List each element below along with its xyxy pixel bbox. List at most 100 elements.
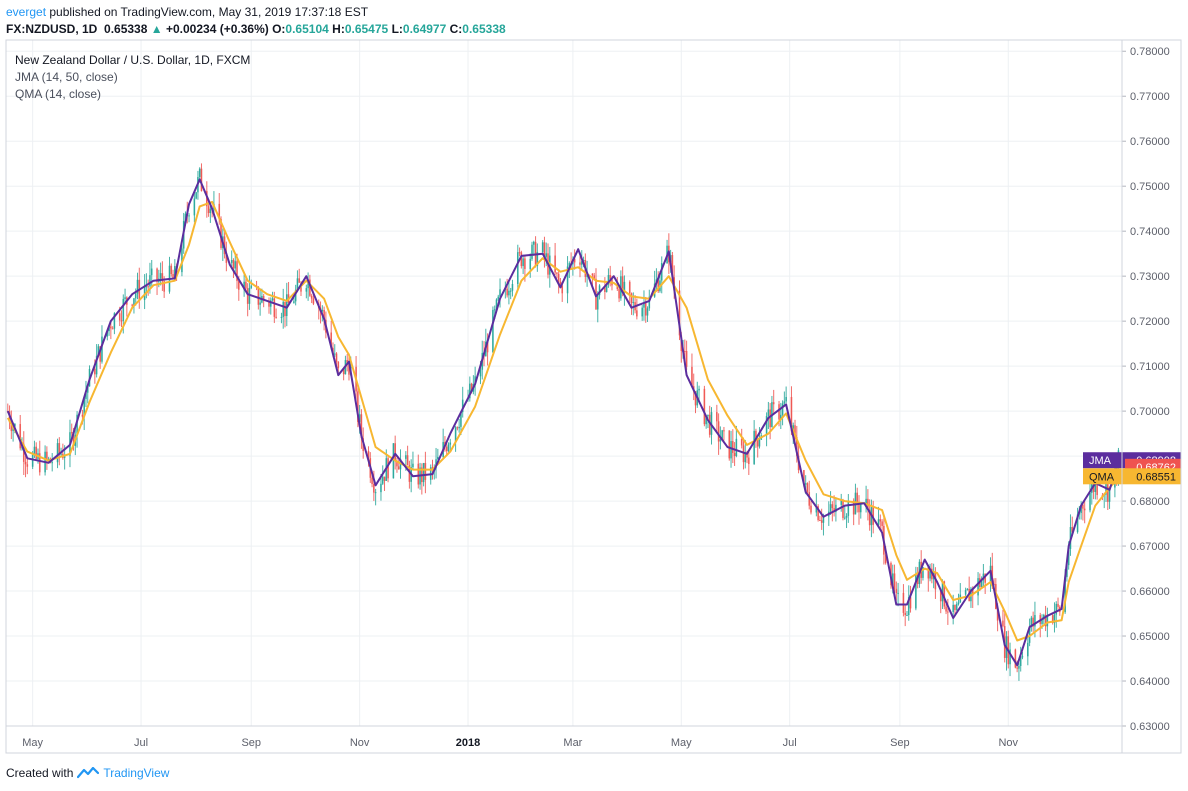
candle-body [1051, 615, 1054, 623]
candle-body [246, 288, 249, 304]
candle-body [497, 296, 500, 300]
candle-body [765, 416, 768, 436]
publisher-name[interactable]: everget [6, 5, 47, 19]
candle-body [110, 326, 112, 329]
candle-body [280, 316, 283, 318]
candle-body [636, 310, 638, 317]
candle-body [810, 505, 812, 513]
candle-body [877, 519, 880, 525]
candle-body [772, 402, 775, 405]
candle-body [707, 414, 709, 417]
candle-body [573, 258, 576, 263]
candle-body [474, 376, 476, 384]
candle-body [842, 500, 844, 518]
candle-body [735, 438, 738, 457]
candle-body [884, 554, 887, 564]
candle-body [618, 289, 620, 299]
last-price: 0.65338 [104, 22, 148, 36]
candle-body [767, 409, 770, 417]
candle-body [996, 609, 999, 621]
candle-body [273, 298, 276, 317]
candle-body [531, 244, 533, 259]
candle-body [1014, 649, 1017, 668]
candle-body [596, 295, 599, 310]
price-tick-label: 0.75000 [1130, 181, 1170, 193]
tradingview-brand[interactable]: TradingView [103, 766, 170, 780]
candle-body [904, 612, 906, 616]
candle-body [309, 279, 311, 296]
candle-body [118, 313, 121, 321]
candle-body [335, 353, 338, 362]
candle-body [381, 476, 384, 484]
candle-body [1044, 614, 1047, 627]
candle-body [76, 414, 78, 435]
tradingview-logo-icon [77, 767, 100, 779]
candle-body [529, 258, 532, 269]
candle-body [101, 336, 103, 362]
candle-body [262, 295, 265, 301]
candle-body [641, 307, 643, 317]
candle-body [248, 287, 251, 304]
candle-body [591, 273, 594, 276]
candle-body [829, 504, 832, 512]
candle-body [479, 369, 482, 377]
candle-body [879, 519, 882, 522]
candle-body [397, 466, 400, 470]
candle-body [671, 255, 674, 278]
candle-body [469, 383, 471, 399]
candle-body [310, 295, 313, 299]
candle-body [954, 604, 956, 611]
legend-qma[interactable]: QMA (14, close) [15, 87, 102, 101]
candle-body [236, 261, 238, 282]
time-tick-label: Nov [998, 737, 1018, 749]
candle-body [859, 504, 862, 513]
candle-body [518, 252, 521, 254]
candle-body [275, 316, 277, 318]
candle-body [604, 285, 606, 292]
candle-body [161, 273, 164, 282]
candle-body [847, 500, 850, 516]
candle-body [1009, 649, 1011, 665]
candle-body [218, 203, 221, 220]
candle-body [422, 462, 425, 483]
candle-body [1027, 642, 1029, 657]
candle-body [156, 268, 158, 282]
time-tick-label: Mar [563, 737, 582, 749]
candle-body [296, 278, 299, 290]
candle-body [648, 296, 651, 309]
candle-body [532, 241, 535, 245]
candle-body [732, 441, 734, 453]
candle-body [259, 302, 261, 305]
candle-body [330, 332, 333, 349]
price-chart[interactable]: 0.78000 0.77000 0.76000 0.75000 0.74000 0.730… [0, 0, 1188, 760]
candle-body [1018, 665, 1020, 669]
candle-body [35, 446, 38, 459]
candle-body [509, 290, 512, 292]
candle-body [721, 430, 723, 440]
candle-body [1106, 482, 1109, 502]
candle-body [499, 289, 501, 297]
candle-body [780, 414, 782, 420]
candle-body [1071, 527, 1074, 533]
candle-body [1016, 667, 1018, 669]
candle-body [817, 506, 819, 520]
price-axis: 0.78000 0.77000 0.76000 0.75000 0.74000 0.730… [1122, 46, 1170, 733]
candle-body [163, 281, 165, 292]
candle-body [396, 461, 398, 467]
candle-body [756, 439, 759, 447]
candle-body [557, 273, 560, 282]
candle-body [14, 424, 16, 427]
candle-body [947, 611, 949, 613]
footer: Created with TradingView [6, 766, 169, 780]
candle-body [815, 506, 818, 513]
qma-line [6, 200, 1121, 642]
close-value: 0.65338 [462, 22, 506, 36]
candle-body [147, 286, 149, 288]
legend-jma[interactable]: JMA (14, 50, close) [15, 70, 118, 84]
candle-body [609, 275, 612, 280]
low-label: L: [391, 22, 403, 36]
candle-body [744, 451, 747, 463]
candle-body [881, 521, 883, 526]
candle-body [703, 388, 706, 425]
candle-body [460, 412, 462, 427]
